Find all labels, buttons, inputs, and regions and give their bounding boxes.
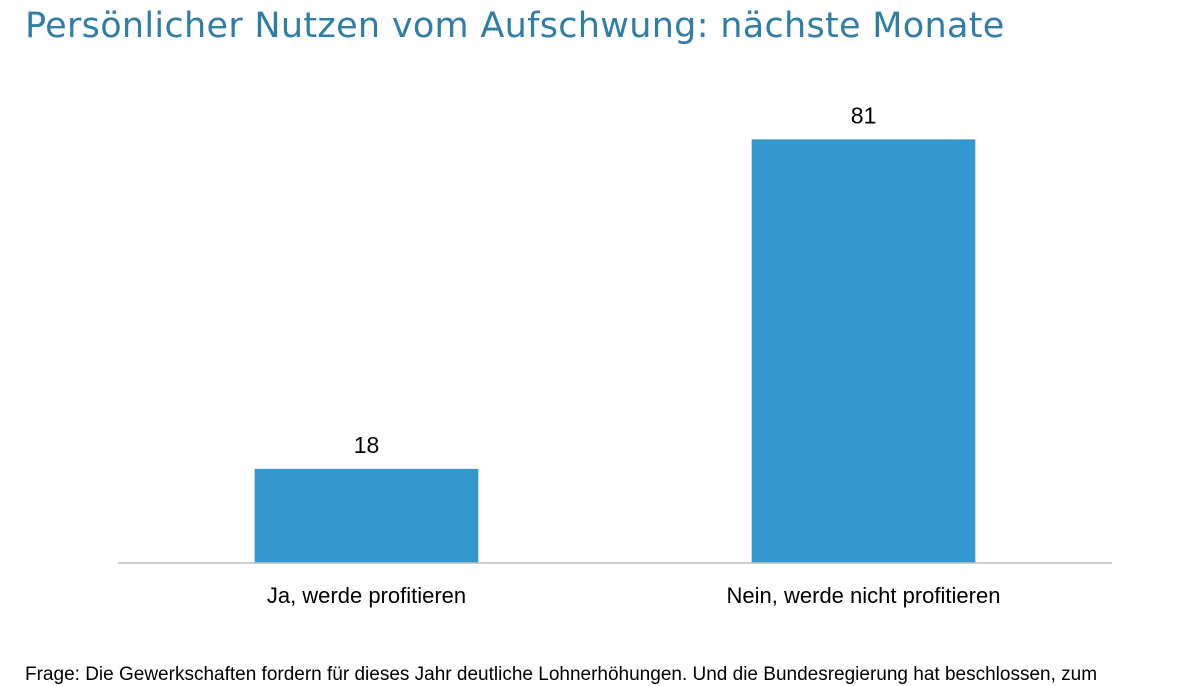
bar-1 — [254, 468, 479, 563]
data-label-1: 18 — [354, 432, 380, 458]
category-label-2: Nein, werde nicht profitieren — [727, 583, 1001, 608]
chart-title: Persönlicher Nutzen vom Aufschwung: näch… — [25, 6, 1005, 46]
labels-layer: 18 Ja, werde profitieren 81 Nein, werde nic… — [267, 102, 1001, 608]
data-label-2: 81 — [851, 102, 877, 128]
bars-layer — [254, 139, 976, 563]
bar-2 — [751, 139, 976, 563]
category-label-1: Ja, werde profitieren — [267, 583, 466, 608]
footnote: Frage: Die Gewerkschaften fordern für di… — [25, 664, 1098, 685]
